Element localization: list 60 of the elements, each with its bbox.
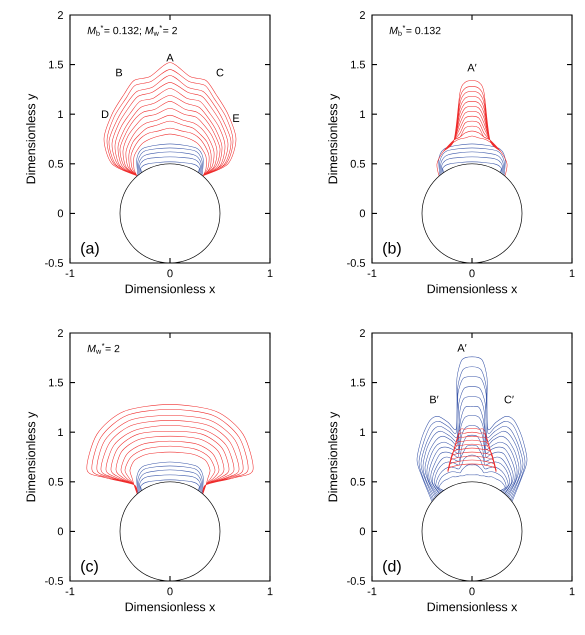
- annotation: A: [166, 54, 174, 62]
- annotation: E: [233, 114, 240, 122]
- x-tick-label: 0: [469, 588, 475, 596]
- y-tick-label: 2: [360, 11, 365, 19]
- annotation: B: [116, 68, 122, 76]
- x-tick-label: 1: [268, 270, 273, 278]
- y-tick-label: 0: [360, 210, 366, 218]
- y-axis-title: Dimensionless y: [328, 412, 340, 502]
- annotation: (c): [81, 560, 98, 575]
- y-tick-label: 1.5: [49, 60, 64, 68]
- y-axis-title: Dimensionless y: [26, 94, 38, 184]
- x-axis-title: Dimensionless x: [428, 602, 518, 612]
- y-tick-label: 0.5: [350, 478, 366, 486]
- annotation: (d): [383, 560, 401, 575]
- annotation: M$_{b}$$^{*}$= 0.132; M$_{w}$$^{*}$= 2: [88, 25, 177, 36]
- y-tick-label: 0: [58, 528, 64, 536]
- x-tick-label: 1: [268, 588, 273, 596]
- y-tick-label: 2: [58, 11, 63, 19]
- y-tick-label: 0.5: [48, 160, 64, 168]
- y-tick-label: 1.5: [351, 60, 366, 68]
- y-tick-label: -0.5: [347, 577, 366, 585]
- annotation: D: [102, 110, 108, 118]
- x-tick-label: 0: [167, 270, 173, 278]
- y-tick-label: 1.5: [49, 378, 64, 386]
- x-tick-label: -1: [66, 270, 74, 278]
- x-tick-label: -1: [66, 588, 74, 596]
- y-tick-label: 1.5: [351, 378, 366, 386]
- annotation: B′: [430, 396, 438, 404]
- annotation: A′: [457, 344, 466, 352]
- x-axis-title: Dimensionless x: [126, 284, 216, 294]
- y-axis-title: Dimensionless y: [26, 412, 38, 502]
- x-tick-label: 1: [570, 270, 575, 278]
- y-tick-label: 1: [360, 428, 365, 436]
- x-tick-label: -1: [368, 588, 376, 596]
- y-tick-label: 1: [58, 428, 63, 436]
- y-tick-label: 0.5: [48, 478, 64, 486]
- y-tick-label: 0: [360, 528, 366, 536]
- annotation: M$_{b}$$^{*}$= 0.132: [390, 25, 440, 36]
- x-tick-label: -1: [368, 270, 376, 278]
- y-tick-label: 2: [58, 329, 63, 337]
- x-axis-title: Dimensionless x: [126, 602, 216, 612]
- y-tick-label: -0.5: [45, 259, 64, 267]
- x-tick-label: 1: [570, 588, 575, 596]
- x-tick-label: 0: [167, 588, 173, 596]
- y-axis-title: Dimensionless y: [328, 94, 340, 184]
- annotation: (b): [383, 242, 401, 257]
- annotation: (a): [81, 242, 99, 257]
- annotation: C: [216, 68, 224, 76]
- y-tick-label: -0.5: [347, 259, 366, 267]
- annotation: A′: [467, 64, 476, 72]
- annotation: M$_{w}$$^{*}$= 2: [88, 343, 120, 354]
- y-tick-label: -0.5: [45, 577, 64, 585]
- y-tick-label: 1: [360, 110, 365, 118]
- y-tick-label: 2: [360, 329, 365, 337]
- y-tick-label: 0.5: [350, 160, 366, 168]
- x-tick-label: 0: [469, 270, 475, 278]
- y-tick-label: 0: [58, 210, 64, 218]
- y-tick-label: 1: [58, 110, 63, 118]
- x-axis-title: Dimensionless x: [428, 284, 518, 294]
- annotation: C′: [504, 396, 514, 404]
